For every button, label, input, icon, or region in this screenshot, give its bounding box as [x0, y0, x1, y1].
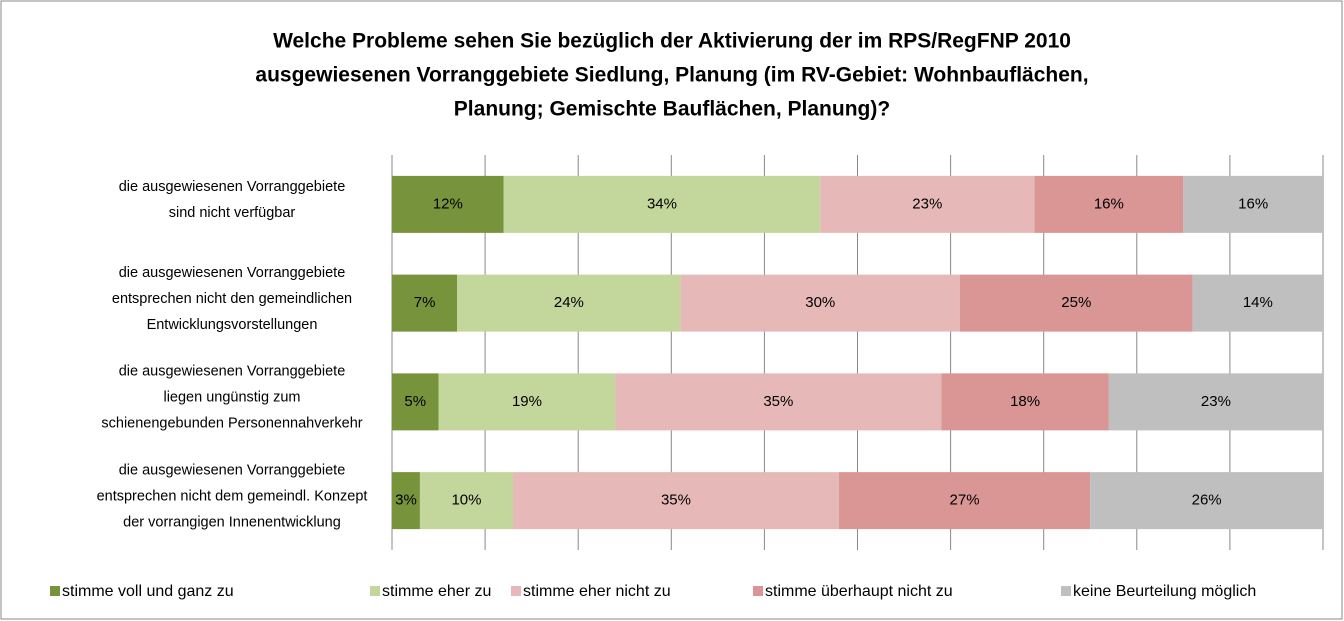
legend-label: keine Beurteilung möglich [1073, 583, 1256, 600]
value-label: 34% [647, 195, 677, 212]
value-label: 18% [1010, 393, 1040, 410]
y-tick-label: Entwicklungsvorstellungen [147, 317, 318, 333]
legend-swatch [50, 586, 60, 596]
value-label: 14% [1243, 294, 1273, 311]
y-tick-label: der vorrangigen Innenentwicklung [123, 514, 341, 530]
bar-segment [419, 472, 514, 530]
y-tick-label: liegen ungünstig zum [163, 390, 300, 406]
value-label: 35% [763, 393, 793, 410]
legend-label: stimme überhaupt nicht zu [765, 583, 953, 600]
bar-segment [1034, 175, 1184, 233]
value-label: 7% [414, 294, 436, 311]
bar-segment [680, 274, 960, 332]
y-tick-label: schienengebunden Personennahverkehr [101, 416, 362, 432]
chart-title: Planung; Gemischte Bauflächen, Planung)? [454, 98, 890, 121]
y-tick-label: entsprechen nicht dem gemeindl. Konzept [97, 488, 368, 504]
legend-label: stimme eher zu [382, 583, 491, 600]
value-label: 23% [912, 195, 942, 212]
value-label: 3% [395, 492, 417, 509]
bars [392, 175, 1323, 530]
bar-segment [392, 373, 439, 431]
legend-swatch [511, 586, 521, 596]
legend-swatch [370, 586, 380, 596]
y-tick-label: die ausgewiesenen Vorranggebiete [119, 265, 346, 281]
bar-segment [392, 175, 504, 233]
y-tick-label: die ausgewiesenen Vorranggebiete [119, 364, 346, 380]
bar-segment [941, 373, 1109, 431]
bar-segment [838, 472, 1091, 530]
legend-label: stimme voll und ganz zu [62, 583, 234, 600]
bar-segment [457, 274, 681, 332]
legend-label: stimme eher nicht zu [523, 583, 671, 600]
value-label: 27% [950, 492, 980, 509]
bar-segment [438, 373, 616, 431]
value-label: 10% [451, 492, 481, 509]
bar-segment [820, 175, 1035, 233]
value-label: 16% [1238, 195, 1268, 212]
bar-segment [615, 373, 942, 431]
y-tick-label: sind nicht verfügbar [169, 205, 296, 221]
bar-segment [1192, 274, 1323, 332]
value-label: 12% [433, 195, 463, 212]
value-label: 30% [805, 294, 835, 311]
bar-segment [392, 274, 458, 332]
value-label: 26% [1192, 492, 1222, 509]
bar-segment [1108, 373, 1323, 431]
y-tick-label: entsprechen nicht den gemeindlichen [112, 291, 352, 307]
bar-segment [959, 274, 1193, 332]
value-label: 24% [554, 294, 584, 311]
chart-title: Welche Probleme sehen Sie bezüglich der … [273, 30, 1071, 53]
legend-swatch [1061, 586, 1071, 596]
bar-segment [513, 472, 839, 530]
bar-segment [503, 175, 821, 233]
y-tick-label: die ausgewiesenen Vorranggebiete [119, 179, 346, 195]
value-label: 16% [1094, 195, 1124, 212]
value-label: 25% [1061, 294, 1091, 311]
bar-segment [1183, 175, 1323, 233]
value-label: 5% [404, 393, 426, 410]
chart-title: ausgewiesenen Vorranggebiete Siedlung, P… [255, 64, 1088, 87]
bar-segment [392, 472, 420, 530]
value-label: 23% [1201, 393, 1231, 410]
legend-swatch [753, 586, 763, 596]
bar-segment [1090, 472, 1323, 530]
y-tick-label: die ausgewiesenen Vorranggebiete [119, 462, 346, 478]
value-label: 19% [512, 393, 542, 410]
value-label: 35% [661, 492, 691, 509]
